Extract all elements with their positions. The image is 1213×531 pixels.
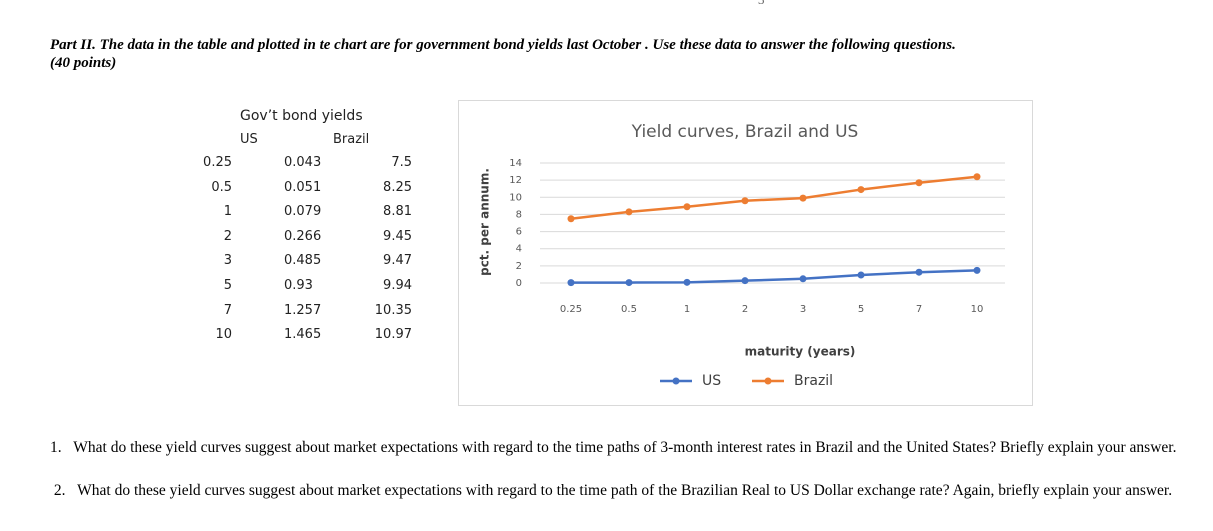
y-tick-label: 12 (509, 175, 522, 186)
data-point (973, 266, 981, 274)
chart: Yield curves, Brazil and US maturity (ye… (458, 100, 1033, 406)
legend-marker (672, 377, 680, 385)
x-tick-label: 3 (800, 304, 806, 315)
y-tick-label: 6 (516, 227, 522, 238)
x-tick-label: 10 (971, 304, 984, 315)
question-text: What do these yield curves suggest about… (77, 482, 1173, 499)
table-cell: 0.043 (284, 155, 322, 170)
chart-title: Yield curves, Brazil and US (631, 122, 859, 142)
table-cell: 8.25 (383, 179, 412, 195)
question: 2. What do these yield curves suggest ab… (50, 481, 1190, 501)
question: 1. What do these yield curves suggest ab… (50, 438, 1190, 458)
column-header: US (240, 132, 258, 147)
legend-label: US (702, 373, 721, 389)
data-point (857, 186, 865, 194)
data-point (567, 279, 575, 287)
table-cell: 0.051 (284, 179, 322, 195)
x-tick-label: 2 (742, 304, 748, 315)
table-cell: 10.35 (374, 302, 412, 318)
table-cell: 7.5 (391, 155, 412, 170)
table-cell: 5 (223, 278, 232, 293)
question-number: 1. (50, 439, 62, 456)
data-point (741, 197, 749, 205)
table-cell: 3 (223, 253, 232, 269)
table-cell: 0.266 (284, 228, 322, 244)
table-cell: 9.45 (383, 228, 412, 244)
table-cell: 0.5 (211, 179, 232, 195)
question-text: What do these yield curves suggest about… (73, 439, 1177, 456)
y-tick-label: 0 (516, 278, 522, 289)
data-point (915, 268, 923, 276)
x-tick-label: 0.5 (621, 304, 637, 315)
y-tick-label: 14 (509, 158, 522, 169)
y-tick-label: 2 (516, 261, 522, 272)
table-cell: 0.485 (284, 253, 322, 269)
page-number: 3 (758, 0, 765, 8)
intro: Part II. The data in the table and plott… (50, 37, 956, 53)
x-tick-label: 1 (684, 304, 690, 315)
table-cell: 1.257 (284, 302, 322, 318)
table-cell: 9.47 (383, 253, 412, 269)
table-cell: 2 (223, 228, 232, 244)
series-line (570, 269, 978, 284)
x-tick-label: 0.25 (560, 304, 582, 315)
x-tick-label: 7 (916, 304, 922, 315)
y-tick-label: 8 (516, 209, 522, 220)
data-point (857, 271, 865, 279)
table-cell: 8.81 (383, 204, 412, 220)
x-axis-label: maturity (years) (745, 345, 856, 359)
points: (40 points) (50, 55, 117, 71)
table-cell: 10.97 (374, 327, 412, 343)
table-cell: 9.94 (383, 278, 412, 293)
data-point (567, 215, 575, 223)
x-tick-label: 5 (858, 304, 864, 315)
legend-label: Brazil (794, 373, 833, 389)
table-cell: 0.25 (203, 155, 232, 170)
legend-marker (764, 377, 772, 385)
data-point (683, 203, 691, 211)
data-point (973, 173, 981, 181)
y-tick-label: 4 (516, 244, 522, 255)
table-cell: 7 (223, 302, 232, 318)
data-point (741, 277, 749, 285)
data-point (915, 179, 923, 187)
data-point (799, 194, 807, 202)
table-title: Gov’t bond yields (240, 108, 363, 124)
data-point (625, 208, 633, 216)
series-line (570, 175, 978, 220)
y-tick-label: 10 (509, 192, 522, 203)
y-axis-label: pct. per annum. (478, 168, 492, 276)
table-cell: 10 (215, 327, 232, 343)
data-point (799, 275, 807, 283)
chart-frame (458, 100, 1033, 406)
table-cell: 1 (223, 204, 232, 220)
data-point (683, 278, 691, 286)
data-point (625, 279, 633, 287)
question-number: 2. (53, 482, 66, 499)
column-header: Brazil (333, 132, 370, 147)
table-cell: 0.93 (284, 278, 313, 293)
table-cell: 1.465 (284, 327, 322, 343)
table-cell: 0.079 (284, 204, 322, 220)
